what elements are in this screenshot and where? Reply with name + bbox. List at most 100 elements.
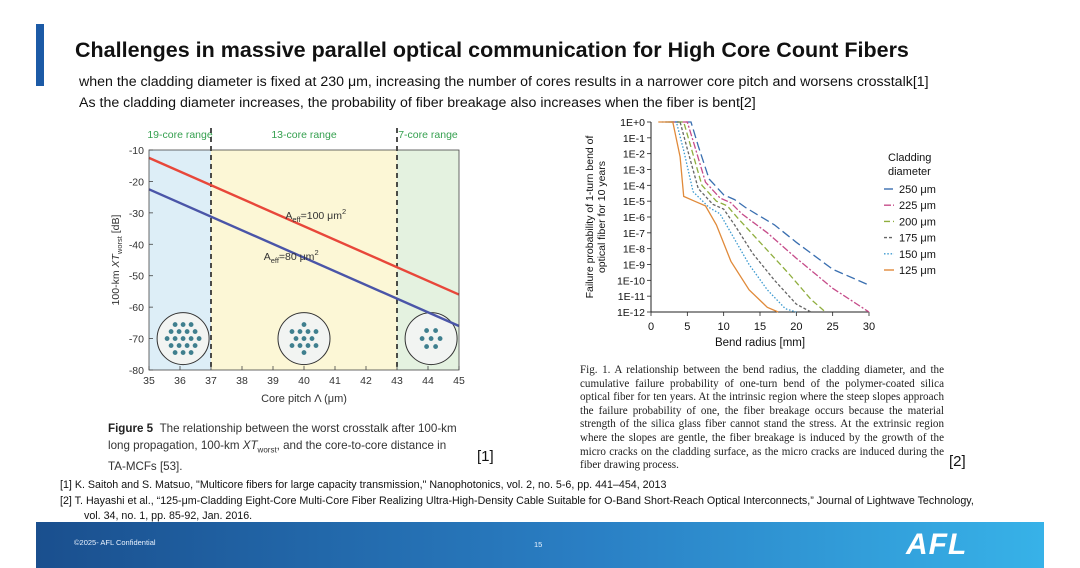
- y-tick-label-1: 1E-1: [623, 133, 645, 145]
- core-dot-19-core-10: [184, 343, 190, 348]
- core-dot-7-core-5: [424, 344, 429, 349]
- y-axis-title-main: 100-km: [110, 268, 122, 306]
- series-label-1: Aeff=80 μm2: [264, 248, 319, 265]
- series-label-sup-1: 2: [314, 248, 318, 257]
- y-tick-label-0: 1E+0: [620, 117, 645, 129]
- core-dot-19-core-18: [188, 350, 194, 355]
- y-tick-label-3: 1E-3: [623, 165, 645, 177]
- core-dot-7-core-4: [433, 328, 438, 333]
- series-line-0: [148, 156, 460, 296]
- y-tick-label-2: -30: [129, 208, 144, 220]
- legend-label-3: 175 μm: [899, 233, 936, 245]
- core-dot-13-core-12: [301, 350, 307, 355]
- x-tick-label-5: 25: [827, 321, 839, 333]
- x-axis-title: Bend radius [mm]: [715, 337, 805, 349]
- series-label-sub-0: eff: [292, 215, 301, 224]
- x-tick-label-0: 35: [143, 375, 155, 387]
- x-tick-label-2: 10: [718, 321, 730, 333]
- x-tick-label-4: 39: [267, 375, 279, 387]
- legend-label-4: 150 μm: [899, 249, 936, 261]
- series-label-sub-1: eff: [271, 256, 280, 265]
- x-tick-label-9: 44: [422, 375, 434, 387]
- series-curve-1: [669, 121, 870, 313]
- core-dot-13-core-5: [297, 343, 303, 348]
- region-label-1: 13-core range: [271, 129, 337, 141]
- reference-2-cont: vol. 34, no. 1, pp. 85-92, Jan. 2016.: [84, 510, 253, 522]
- series-line-1: [148, 188, 460, 328]
- legend-label-2: 200 μm: [899, 216, 936, 228]
- series-curve-0: [672, 121, 870, 286]
- series-label-main-0: A: [285, 210, 292, 222]
- reference-2: [2] T. Hayashi et al., “125-μm-Cladding …: [60, 494, 974, 507]
- y-tick-label-6: 1E-6: [623, 212, 645, 224]
- legend-label-5: 125 μm: [899, 265, 936, 277]
- x-tick-label-4: 20: [790, 321, 802, 333]
- y-tick-label-12: 1E-12: [617, 307, 645, 319]
- core-dot-19-core-15: [188, 322, 194, 327]
- crosstalk-chart: 19-core range 13-core range 7-core range A…: [110, 128, 465, 405]
- core-dot-19-core-13: [172, 322, 178, 327]
- core-dot-19-core-9: [176, 343, 182, 348]
- series-label-0: Aeff=100 μm2: [285, 207, 346, 224]
- y-tick-label-2: 1E-2: [623, 149, 645, 161]
- y-axis-title-xt: XT: [110, 253, 122, 269]
- core-dot-13-core-9: [289, 343, 295, 348]
- x-tick-label-0: 0: [648, 321, 654, 333]
- series-curve-3: [665, 121, 812, 313]
- page-number: 15: [534, 540, 543, 549]
- figure5-caption-worst: worst: [257, 445, 277, 455]
- bullet-crosstalk: when the cladding diameter is fixed at 2…: [79, 74, 929, 90]
- core-dot-19-core-16: [172, 350, 178, 355]
- core-dot-19-core-2: [188, 336, 194, 341]
- x-tick-label-6: 41: [329, 375, 341, 387]
- core-dot-13-core-4: [305, 329, 311, 334]
- figure5-caption-line1: The relationship between the worst cross…: [159, 422, 457, 435]
- y-axis-title-line1: Failure probability of 1-turn bend of: [584, 135, 596, 298]
- core-dot-19-core-17: [180, 350, 186, 355]
- y-tick-label-0: -10: [129, 145, 144, 157]
- figure5-caption-line2b: , and the core-to-core distance in: [276, 439, 447, 452]
- series-label-rest-0: =100 μm: [301, 210, 343, 222]
- y-tick-label-9: 1E-9: [623, 260, 645, 272]
- series-label-sup-0: 2: [342, 207, 346, 216]
- y-tick-label-8: 1E-8: [623, 244, 645, 256]
- slide-title: Challenges in massive parallel optical c…: [75, 38, 909, 62]
- footer-bar: ©2025- AFL Confidential 15 AFL: [36, 522, 1044, 568]
- core-dot-13-core-7: [289, 329, 295, 334]
- core-dot-7-core-0: [428, 336, 434, 341]
- x-tick-label-3: 38: [236, 375, 248, 387]
- core-dot-19-core-1: [172, 336, 178, 341]
- region-label-2: 7-core range: [398, 129, 458, 141]
- figure5-caption-line3: TA-MCFs [53].: [108, 460, 183, 474]
- core-dot-13-core-11: [301, 322, 307, 327]
- core-dot-13-core-2: [309, 336, 315, 341]
- core-dot-13-core-10: [313, 343, 319, 348]
- core-dot-19-core-6: [184, 329, 190, 334]
- figure5-caption-line2a: long propagation, 100-km: [108, 439, 243, 452]
- y-tick-label-4: 1E-4: [623, 180, 645, 192]
- x-tick-label-1: 5: [684, 321, 690, 333]
- series-curve-2: [667, 121, 826, 313]
- core-dot-19-core-7: [168, 329, 174, 334]
- core-dot-19-core-12: [192, 343, 198, 348]
- series-curve-5: [658, 121, 779, 313]
- core-dot-13-core-8: [313, 329, 319, 334]
- references: [1] K. Saitoh and S. Matsuo, "Multicore …: [60, 478, 974, 525]
- x-tick-label-6: 30: [863, 321, 875, 333]
- reference-1: [1] K. Saitoh and S. Matsuo, "Multicore …: [60, 479, 667, 491]
- x-tick-label-3: 15: [754, 321, 766, 333]
- y-axis-title-unit: [dB]: [110, 214, 122, 236]
- legend-label-0: 250 μm: [899, 184, 936, 196]
- figure1-caption: Fig. 1. A relationship between the bend …: [580, 364, 944, 472]
- y-tick-label-6: -70: [129, 334, 144, 346]
- x-tick-label-5: 40: [298, 375, 310, 387]
- x-tick-label-1: 36: [174, 375, 186, 387]
- x-tick-label-2: 37: [205, 375, 217, 387]
- series-curve-4: [661, 121, 797, 313]
- core-dot-19-core-11: [168, 343, 174, 348]
- x-tick-label-10: 45: [453, 375, 465, 387]
- core-dot-13-core-6: [305, 343, 311, 348]
- x-tick-label-7: 42: [360, 375, 372, 387]
- y-tick-label-1: -20: [129, 176, 144, 188]
- core-dot-7-core-3: [424, 328, 429, 333]
